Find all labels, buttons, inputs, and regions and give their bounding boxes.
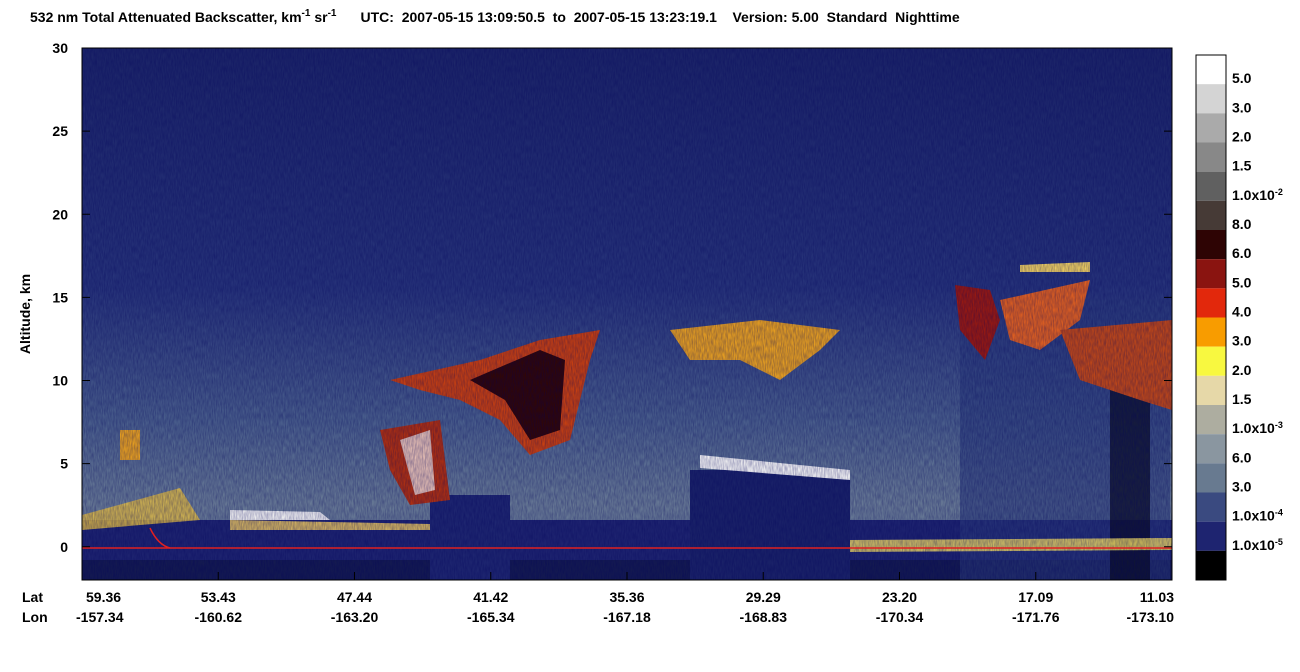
title-sup: -1 [328,8,337,19]
colorbar-frame [1195,54,1227,581]
colorbar-label: 1.0x10-3 [1232,420,1283,436]
colorbar-label-text: 1.0x10 [1232,187,1275,203]
x-tick-label: 35.36 [609,589,644,605]
colorbar-swatch [1196,171,1226,201]
colorbar-swatch [1196,492,1226,522]
x-tick-label: 23.20 [882,589,917,605]
colorbar-swatch [1196,142,1226,172]
colorbar-label-text: 8.0 [1232,216,1252,232]
x-row-label: Lat [22,589,43,605]
x-tick-label: -171.76 [1012,609,1060,625]
title-text: 532 nm Total Attenuated Backscatter, km [30,9,302,25]
x-tick-label: 47.44 [337,589,372,605]
colorbar-label: 1.0x10-5 [1232,537,1283,553]
colorbar-label: 1.5 [1232,158,1252,174]
colorbar-label-text: 6.0 [1232,245,1252,261]
y-tick-label: 0 [60,539,68,555]
x-tick-label: 59.36 [86,589,121,605]
colorbar-swatch [1196,230,1226,260]
x-tick-label: -167.18 [603,609,651,625]
colorbar-swatch [1196,463,1226,493]
colorbar-label: 1.5 [1232,391,1252,407]
colorbar-label: 8.0 [1232,216,1252,232]
y-tick-label: 30 [52,40,68,56]
x-tick-label: 53.43 [201,589,236,605]
colorbar-swatch [1196,346,1226,376]
colorbar-label: 3.0 [1232,99,1252,115]
x-row-label: Lon [22,609,48,625]
colorbar-label-exponent: -5 [1275,537,1283,547]
colorbar-label: 6.0 [1232,449,1252,465]
colorbar-swatch [1196,317,1226,347]
colorbar-label: 6.0 [1232,245,1252,261]
colorbar-label: 4.0 [1232,304,1252,320]
x-tick-label: -163.20 [331,609,379,625]
colorbar-swatch [1196,288,1226,318]
chart-title: 532 nm Total Attenuated Backscatter, km-… [30,8,960,25]
colorbar-label-text: 3.0 [1232,479,1252,495]
x-tick-label: 41.42 [473,589,508,605]
x-tick-label: -157.34 [76,609,124,625]
colorbar-label: 2.0 [1232,362,1252,378]
y-axis-label: Altitude, km [17,274,33,354]
backscatter-image [82,48,1172,580]
colorbar-label: 1.0x10-2 [1232,187,1283,203]
colorbar-label-text: 3.0 [1232,333,1252,349]
y-tick-label: 20 [52,206,68,222]
colorbar-swatch [1196,55,1226,85]
colorbar-swatch [1196,521,1226,551]
x-tick-label: -160.62 [195,609,243,625]
colorbar-label-exponent: -3 [1275,420,1283,430]
colorbar-swatch [1196,113,1226,143]
colorbar-label-text: 1.5 [1232,158,1252,174]
colorbar-label: 3.0 [1232,479,1252,495]
colorbar-swatch [1196,405,1226,435]
y-tick-label: 10 [52,373,68,389]
colorbar-label: 3.0 [1232,333,1252,349]
colorbar-label-text: 5.0 [1232,274,1252,290]
colorbar-label-text: 2.0 [1232,129,1252,145]
y-tick-label: 15 [52,289,68,305]
colorbar-swatch [1196,375,1226,405]
colorbar-label-text: 4.0 [1232,304,1252,320]
title-text: sr [310,9,328,25]
colorbar-label-text: 3.0 [1232,99,1252,115]
colorbar-label: 1.0x10-4 [1232,508,1283,524]
y-tick-label: 25 [52,123,68,139]
colorbar-label-text: 1.5 [1232,391,1252,407]
colorbar-label-text: 1.0x10 [1232,420,1275,436]
colorbar-label-text: 2.0 [1232,362,1252,378]
colorbar-label-text: 1.0x10 [1232,508,1275,524]
colorbar-swatch [1196,84,1226,114]
x-tick-label: -165.34 [467,609,515,625]
title-text: UTC: 2007-05-15 13:09:50.5 to 2007-05-15… [360,9,959,25]
title-sup: -1 [302,8,311,19]
y-tick-label: 5 [60,456,68,472]
colorbar-label: 5.0 [1232,70,1252,86]
colorbar-label-text: 6.0 [1232,449,1252,465]
colorbar-swatch [1196,200,1226,230]
colorbar-swatch [1196,550,1226,580]
x-tick-label: 11.03 [1140,589,1174,605]
x-tick-label: -170.34 [876,609,924,625]
colorbar-label-exponent: -4 [1275,508,1283,518]
colorbar-swatch [1196,259,1226,289]
x-tick-label: 29.29 [746,589,781,605]
colorbar-label-text: 1.0x10 [1232,537,1275,553]
colorbar-swatch [1196,434,1226,464]
colorbar-label-exponent: -2 [1275,187,1283,197]
x-tick-label: 17.09 [1018,589,1053,605]
x-tick-label: -168.83 [740,609,788,625]
x-tick-label: -173.10 [1127,609,1175,625]
colorbar-label: 5.0 [1232,274,1252,290]
colorbar-label-text: 5.0 [1232,70,1252,86]
colorbar-label: 2.0 [1232,129,1252,145]
